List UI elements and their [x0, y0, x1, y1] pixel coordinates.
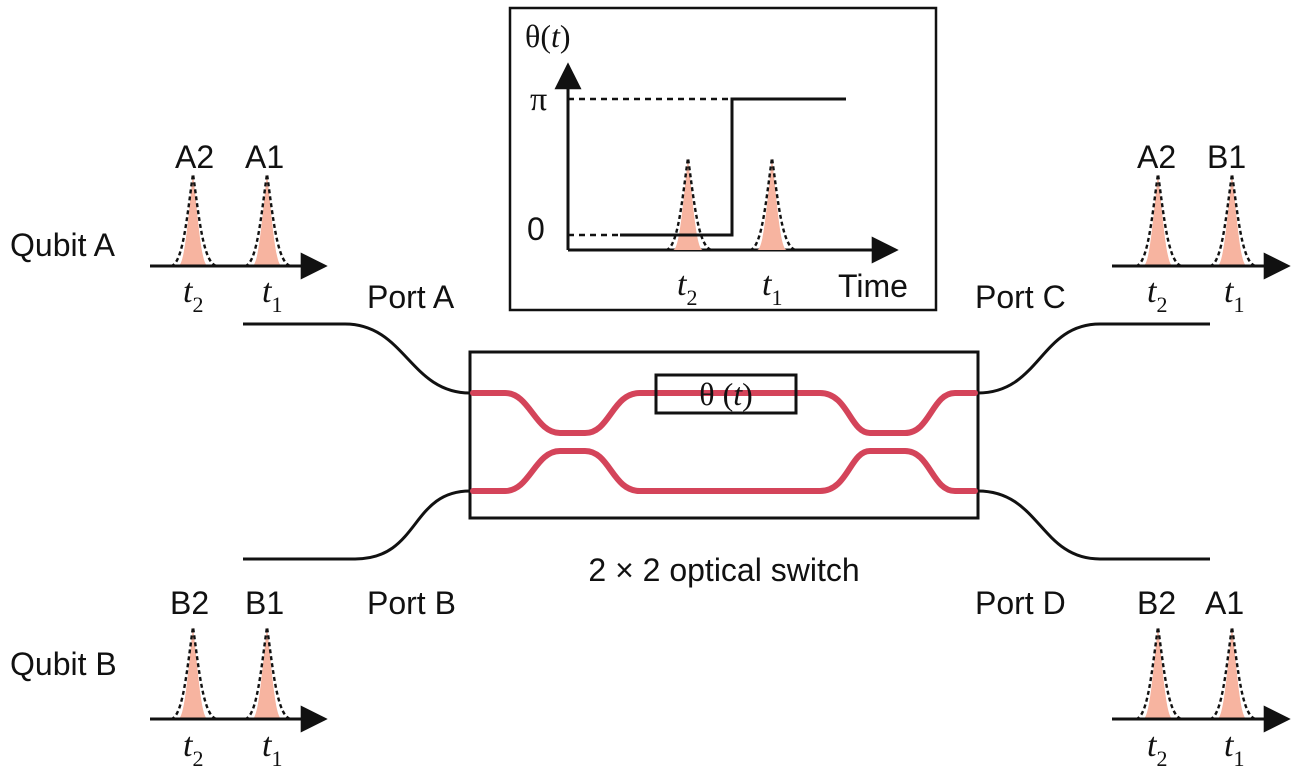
- phase-inset: θ(t) π 0 t2 t1 Time: [508, 6, 938, 312]
- pulse-d-b2: [1134, 625, 1184, 721]
- pulse-label-d-a1: A1: [1205, 585, 1244, 621]
- switch-frame: [468, 350, 980, 520]
- phase-shifter: [654, 373, 798, 415]
- pulse-b2: [169, 625, 219, 721]
- fiber-port-d: [977, 489, 1210, 561]
- pulse-label-b2: B2: [170, 585, 209, 621]
- pulse-a1: [243, 172, 293, 268]
- inset-t2-label: t2: [677, 266, 697, 310]
- inset-y-label: θ(t): [525, 18, 571, 54]
- pulse-label-b1: B1: [245, 585, 284, 621]
- qubit-b-label: Qubit B: [10, 646, 117, 682]
- qubit-b-group: B2 B1 Qubit B t2 t1: [10, 585, 328, 771]
- inset-frame: [508, 6, 938, 312]
- port-c-label: Port C: [975, 279, 1066, 315]
- output-d-group: B2 A1 t2 t1: [1112, 585, 1291, 771]
- switch-caption: 2 × 2 optical switch: [588, 552, 859, 588]
- optical-switch: θ (t): [468, 350, 980, 520]
- qubit-b-t1-label: t1: [262, 727, 282, 771]
- pulse-label-c-b1: B1: [1207, 139, 1246, 175]
- pulse-d-a1: [1208, 625, 1258, 721]
- output-d-t1-label: t1: [1224, 727, 1244, 771]
- inset-tick-pi: π: [530, 81, 547, 118]
- port-a-label: Port A: [367, 279, 455, 315]
- output-c-t2-label: t2: [1147, 273, 1167, 317]
- qubit-a-group: A2 A1 Qubit A t2 t1: [10, 139, 328, 317]
- fiber-port-b: [243, 489, 471, 561]
- qubit-a-label: Qubit A: [10, 227, 116, 263]
- pulse-label-d-b2: B2: [1137, 585, 1176, 621]
- fiber-port-a: [243, 322, 471, 395]
- output-c-t1-label: t1: [1224, 273, 1244, 317]
- pulse-label-a1: A1: [245, 139, 284, 175]
- output-d-t2-label: t2: [1147, 727, 1167, 771]
- pulse-c-b1: [1208, 172, 1258, 268]
- port-d-label: Port D: [975, 585, 1066, 621]
- phase-step-curve: [620, 97, 846, 237]
- lower-waveguide: [470, 448, 978, 494]
- port-b-label: Port B: [367, 585, 456, 621]
- pulse-label-a2: A2: [175, 139, 214, 175]
- inset-x-label: Time: [838, 268, 908, 304]
- qubit-a-t1-label: t1: [262, 273, 282, 317]
- pulse-a2: [169, 172, 219, 268]
- fiber-port-c: [977, 322, 1210, 395]
- upper-waveguide: [470, 390, 978, 436]
- pulse-label-c-a2: A2: [1137, 139, 1176, 175]
- inset-t1-label: t1: [762, 266, 782, 310]
- output-c-group: A2 B1 t2 t1: [1112, 139, 1291, 317]
- inset-pulse-t1: [748, 156, 798, 252]
- phase-shifter-label: θ (t): [699, 376, 753, 412]
- qubit-b-t2-label: t2: [183, 727, 203, 771]
- pulse-b1: [243, 625, 293, 721]
- qubit-a-t2-label: t2: [183, 273, 203, 317]
- pulse-c-a2: [1134, 172, 1184, 268]
- inset-tick-zero: 0: [527, 211, 545, 247]
